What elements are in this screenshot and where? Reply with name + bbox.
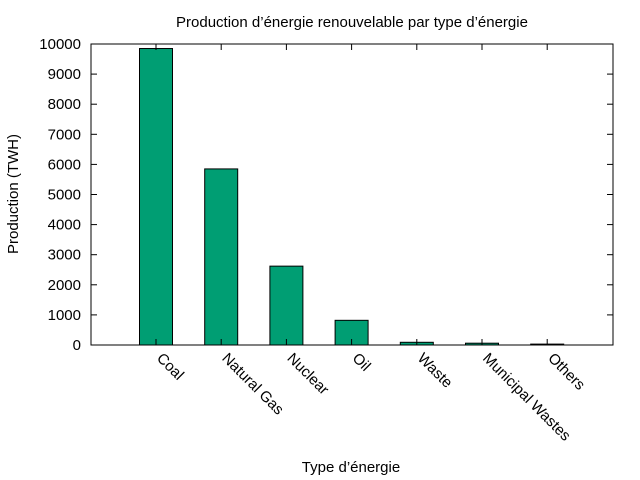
y-tick-label: 5000 — [48, 187, 81, 204]
x-tick-label: Natural Gas — [218, 350, 287, 419]
bar-nuclear — [269, 265, 304, 346]
x-tick-label: Others — [544, 350, 588, 394]
x-tick-label: Waste — [414, 350, 456, 392]
y-tick-label: 7000 — [48, 126, 81, 143]
chart-title: Production d’énergie renouvelable par ty… — [176, 14, 528, 31]
y-axis-label: Production (TWH) — [5, 134, 22, 254]
y-tick-label: 0 — [73, 337, 81, 354]
y-tick-label: 1000 — [48, 307, 81, 324]
y-tick-label: 4000 — [48, 217, 81, 234]
bar-natural-gas — [204, 168, 239, 346]
x-tick-label: Oil — [349, 350, 374, 375]
x-tick-label: Coal — [153, 350, 187, 384]
y-tick-label: 6000 — [48, 156, 81, 173]
bar-coal — [139, 48, 173, 346]
y-tick-label: 2000 — [48, 277, 81, 294]
x-tick-label: Nuclear — [284, 350, 333, 399]
y-tick-label: 3000 — [48, 247, 81, 264]
y-tick-label: 10000 — [39, 36, 81, 53]
plot-area: 0 1000 2000 3000 4000 5000 6000 7000 8000 9000 100… — [39, 36, 614, 445]
x-axis-label: Type d’énergie — [302, 459, 400, 476]
y-tick-label: 8000 — [48, 96, 81, 113]
y-tick-label: 9000 — [48, 66, 81, 83]
